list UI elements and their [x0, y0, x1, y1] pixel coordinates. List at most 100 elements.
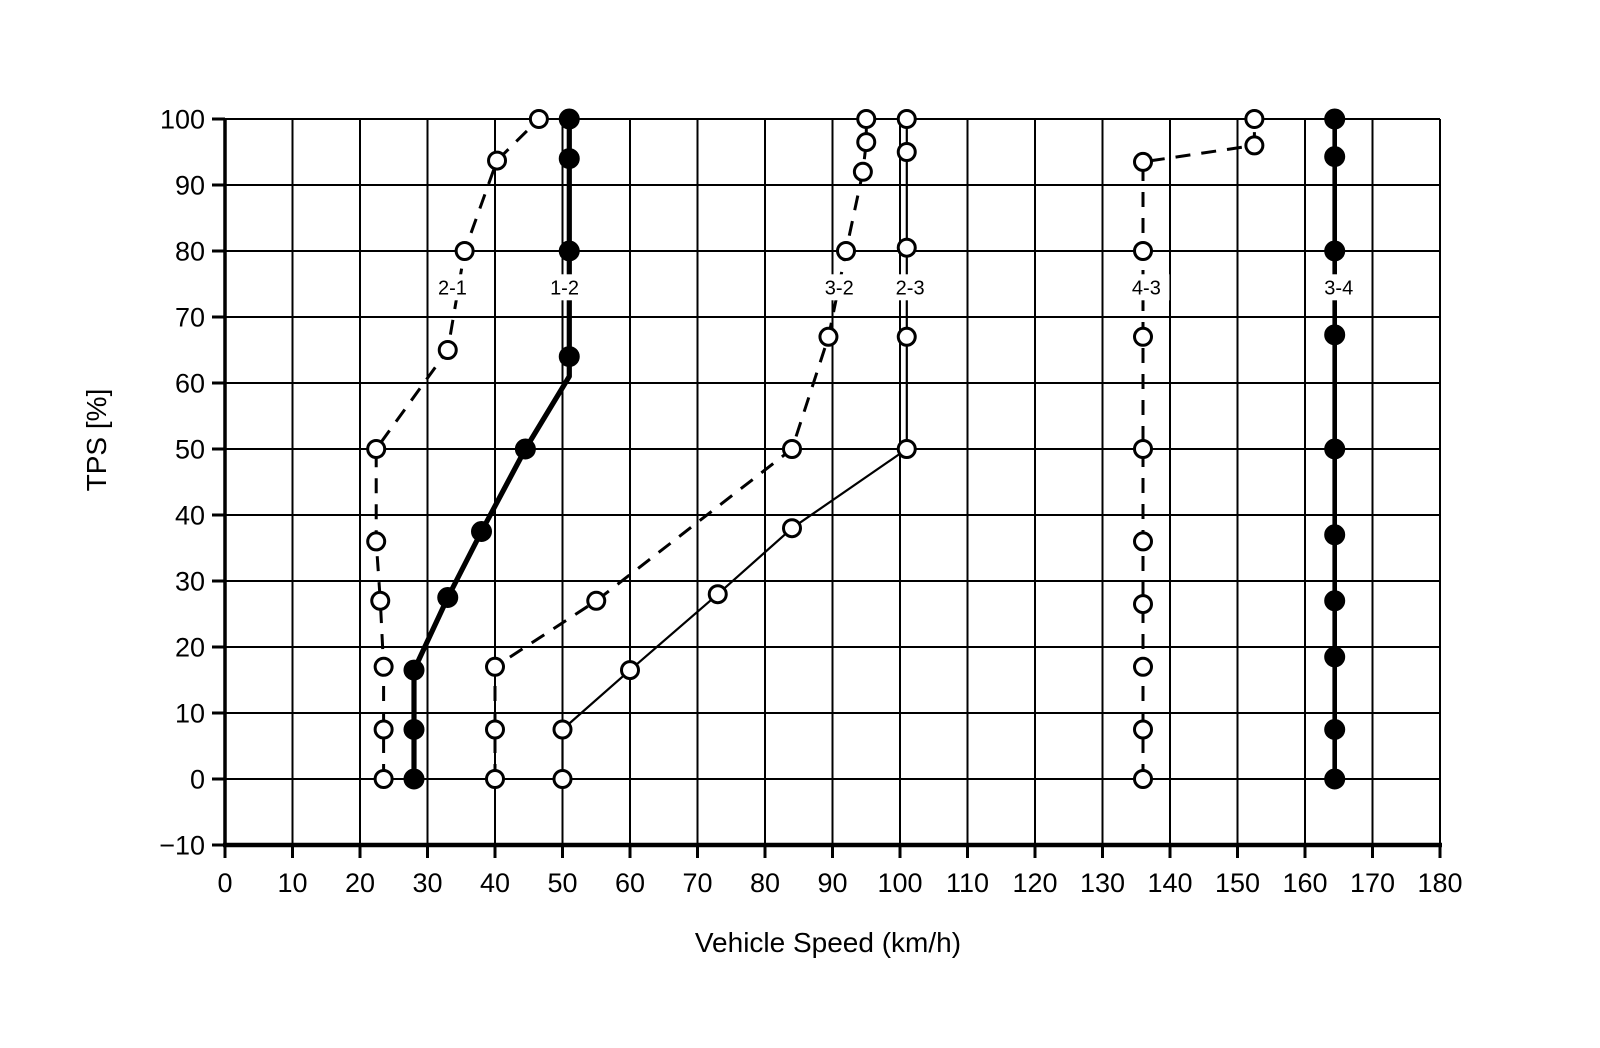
series-3-2-line — [493, 119, 868, 779]
series-3-2-marker — [586, 590, 607, 611]
x-tick-label: 170 — [1350, 868, 1395, 898]
x-tick-label: 20 — [345, 868, 375, 898]
x-tick-label: 90 — [817, 868, 847, 898]
series-4-3-marker — [1133, 531, 1153, 552]
series-2-3-marker — [896, 237, 917, 258]
x-tick-label: 160 — [1282, 868, 1327, 898]
series-2-3-marker — [620, 660, 640, 681]
series-3-2-marker — [818, 326, 839, 347]
y-tick-label: −10 — [159, 831, 205, 861]
series-2-1-marker — [437, 340, 458, 360]
series-4-3-label: 4-3 — [1132, 277, 1161, 299]
series-2-1-marker — [373, 769, 394, 789]
series-4-3-marker — [1133, 594, 1153, 615]
series-2-3-label-mask — [887, 274, 934, 301]
x-tick-label: 30 — [412, 868, 442, 898]
series-3-4-label: 3-4 — [1324, 277, 1353, 299]
y-tick-label: 10 — [175, 699, 205, 729]
series-4-3-marker — [1133, 151, 1153, 172]
series-3-4-marker — [1324, 524, 1346, 546]
series-4-3-marker — [1244, 109, 1265, 129]
series-3-2-marker — [856, 132, 877, 153]
chart-plot-area: −10 0 10 20 30 40 50 60 70 80 90 100 0 10 20 30 40 50 60 70… — [159, 105, 1462, 899]
series-2-3-marker — [896, 142, 917, 162]
series-3-2-marker — [836, 241, 856, 261]
series-3-4-label-mask — [1315, 274, 1362, 301]
series-3-4-marker — [1324, 324, 1346, 346]
x-tick-label: 150 — [1215, 868, 1260, 898]
series-3-4-marker — [1324, 719, 1346, 740]
series-4-3-marker — [1133, 439, 1153, 459]
series-2-3-marker — [896, 439, 917, 459]
x-axis-title: Vehicle Speed (km/h) — [695, 927, 961, 958]
series-3-4-marker — [1324, 438, 1346, 460]
y-tick-label: 40 — [175, 501, 205, 531]
series-4-3-marker — [1133, 719, 1153, 740]
x-tick-label: 60 — [615, 868, 645, 898]
series-2-3-marker — [552, 719, 573, 740]
series-1-2-marker — [403, 659, 425, 681]
y-tick-label: 30 — [175, 567, 205, 597]
x-tick-label: 0 — [217, 868, 232, 898]
y-tick-label: 60 — [175, 369, 205, 399]
series-2-1-marker — [373, 719, 394, 740]
series-2-3-label: 2-3 — [896, 277, 925, 299]
series-2-1-marker — [373, 656, 394, 677]
x-tick-label: 80 — [750, 868, 780, 898]
series-4-3-marker — [1133, 769, 1153, 789]
series-2-1-label-mask — [429, 274, 476, 301]
y-tick-label: 90 — [175, 171, 205, 201]
series-2-1-marker — [454, 241, 475, 261]
x-tick-label: 110 — [946, 868, 989, 898]
series-1-2-label: 1-2 — [550, 277, 579, 299]
x-tick-label: 130 — [1080, 868, 1125, 898]
y-tick-label: 80 — [175, 237, 205, 267]
y-tick-label: 50 — [175, 435, 205, 465]
series-2-3-marker — [782, 518, 802, 539]
y-tick-label: 70 — [175, 303, 205, 333]
y-tick-label: 20 — [175, 633, 205, 663]
series-3-4-marker — [1324, 590, 1346, 612]
series-3-2-marker — [782, 439, 802, 459]
x-tick-label: 180 — [1417, 868, 1462, 898]
series-2-1-marker — [366, 531, 387, 552]
y-axis-title: TPS [%] — [81, 389, 112, 492]
y-tick-label: 100 — [160, 105, 205, 135]
series-2-1-marker — [487, 150, 508, 171]
series-1-2-marker — [403, 768, 425, 790]
series-4-3-marker — [1133, 241, 1153, 261]
series-3-2-marker — [485, 719, 505, 740]
x-tick-label: 40 — [480, 868, 510, 898]
series-2-3-marker — [552, 769, 573, 789]
series-2-3-line — [561, 119, 908, 779]
series-2-1-label: 2-1 — [438, 277, 467, 299]
series-4-3-marker — [1133, 326, 1153, 347]
series-3-2-marker — [852, 161, 873, 182]
series-2-1-marker — [366, 439, 387, 459]
x-tick-label: 120 — [1012, 868, 1057, 898]
series-1-2-label-mask — [541, 274, 588, 301]
series-3-4-marker — [1324, 240, 1346, 262]
series-3-2-marker — [485, 769, 505, 789]
series-3-4-marker — [1324, 768, 1346, 790]
series-1-2-marker — [558, 240, 580, 262]
series-3-4-marker — [1324, 646, 1346, 668]
series-2-3-marker — [896, 326, 917, 347]
series-2-3-marker — [896, 109, 917, 129]
series-1-2-marker — [558, 346, 580, 368]
y-tick-label: 0 — [190, 765, 205, 795]
x-tick-label: 50 — [547, 868, 577, 898]
x-tick-label: 100 — [877, 868, 922, 898]
series-2-1-line — [374, 117, 540, 779]
series-3-2-label-mask — [816, 274, 863, 301]
series-4-3-marker — [1133, 656, 1153, 677]
x-tick-label: 140 — [1147, 868, 1192, 898]
series-1-2-marker — [514, 438, 536, 460]
series-1-2-marker — [403, 719, 425, 740]
series-3-2-label: 3-2 — [825, 277, 854, 299]
series-2-1-marker — [370, 590, 391, 611]
series-1-2-marker — [558, 148, 580, 170]
x-tick-label: 10 — [277, 868, 307, 898]
